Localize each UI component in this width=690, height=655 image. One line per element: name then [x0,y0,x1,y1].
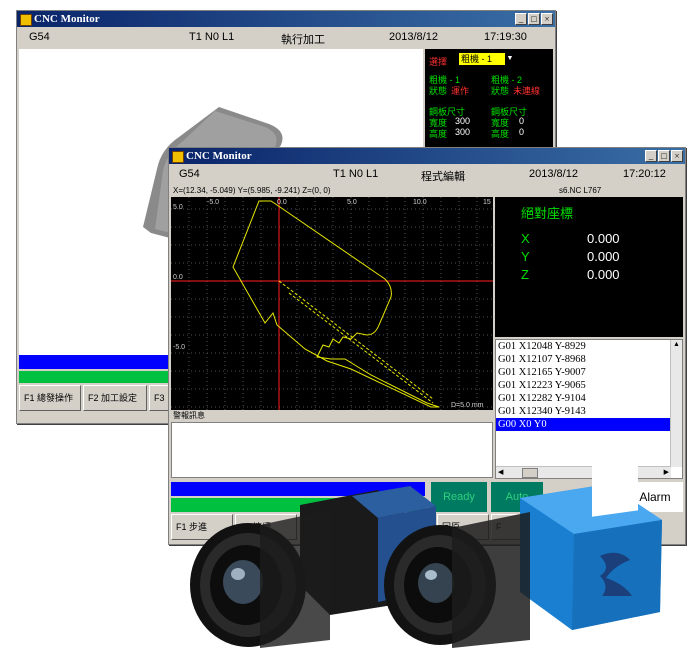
absolute-coords-panel: 絕對座標 X 0.000 Y 0.000 Z 0.000 [495,197,683,337]
x-tick-label: 5.0 [347,199,357,206]
width2-value: 0 [519,116,525,126]
width1-value: 300 [455,116,471,126]
back-fkey-2[interactable]: F2 加工設定 [83,385,147,411]
maximize-button[interactable]: □ [658,150,670,162]
x-axis-value: 0.000 [587,231,620,246]
chevron-down-icon: ▼ [505,53,515,65]
right-camera [384,458,662,648]
maximize-button[interactable]: □ [528,13,540,25]
x-tick-label: -5.0 [207,199,219,206]
front-date: 2013/8/12 [529,168,578,180]
machine1-name: 粗機 - 1 [429,75,461,85]
back-progress-blue [19,355,171,369]
y-tick-label: 5.0 [173,204,183,211]
x-axis-label: X [521,231,530,246]
x-tick-label: 10.0 [413,199,427,206]
ready-text: Ready [443,491,475,503]
ready-indicator: Ready [431,482,487,512]
minimize-button[interactable]: _ [645,150,657,162]
back-window-title: CNC Monitor [34,13,100,25]
y-axis-value: 0.000 [587,249,620,264]
back-coord-system: G54 [29,31,50,43]
coords-heading: 絕對座標 [521,206,574,221]
diameter-note: D=5.0 mm [451,402,484,409]
front-window-title: CNC Monitor [186,150,252,162]
y-tick-label: 0.0 [173,274,183,281]
gcode-line[interactable]: G01 X12048 Y-8929 [498,341,586,352]
app-icon [20,14,32,26]
height2-value: 0 [519,127,525,137]
toolpath-svg: -5.0 0.0 5.0 10.0 15 5.0 0.0 -5.0 D=5.0 … [171,197,493,410]
back-machine-panel: 選擇 粗機 - 1 ▼ 粗機 - 1 粗機 - 2 狀態 運作 狀態 未連線 鋼… [425,49,553,149]
front-tool-info: T1 N0 L1 [333,168,379,180]
message-area [171,422,493,478]
state1-value: 運作 [451,86,470,96]
x-tick-label: 15 [483,199,491,206]
plate2-label: 鋼板尺寸 [491,107,528,117]
y-axis-label: Y [521,249,530,264]
front-time: 17:20:12 [623,168,666,180]
state2-value: 未連線 [513,86,541,96]
position-readout: X=(12.34, -5.049) Y=(5.985, -9.241) Z=(0… [173,186,331,195]
toolpath-dashed-1 [278,280,434,400]
toolpath-plot[interactable]: -5.0 0.0 5.0 10.0 15 5.0 0.0 -5.0 D=5.0 … [171,197,493,410]
gcode-line[interactable]: G01 X12340 Y-9143 [498,406,586,417]
front-mode: 程式編輯 [421,171,465,183]
select-label: 選擇 [429,57,448,67]
app-icon [172,151,184,163]
height1-label: 高度 [429,129,448,139]
vertical-scrollbar[interactable]: ▲ [670,340,682,467]
message-label-bar: 警報訊息 [171,411,493,421]
front-status-bar: G54 T1 N0 L1 程式編輯 2013/8/12 17:20:12 [171,165,683,185]
back-tool-info: T1 N0 L1 [189,31,235,43]
close-button[interactable]: × [671,150,683,162]
scroll-left-arrow-icon[interactable]: ◀ [498,469,504,476]
gcode-line-selected[interactable]: G00 X0 Y0 [496,418,670,431]
front-progress-blue [171,482,425,496]
z-axis-label: Z [521,267,529,282]
width1-label: 寬度 [429,118,448,128]
message-label: 警報訊息 [173,411,205,420]
state2-label: 狀態 [491,86,510,96]
scroll-thumb[interactable] [522,468,538,478]
tick-labels: -5.0 0.0 5.0 10.0 15 5.0 0.0 -5.0 D=5.0 … [173,199,491,409]
back-fkey-1[interactable]: F1 總發操作 [19,385,81,411]
gcode-line[interactable]: G01 X12223 Y-9065 [498,380,586,391]
close-button[interactable]: × [541,13,553,25]
back-time: 17:19:30 [484,31,527,43]
back-date: 2013/8/12 [389,31,438,43]
scroll-right-arrow-icon[interactable]: ▶ [663,469,669,476]
back-title-bar[interactable]: CNC Monitor _ □ × [17,11,555,27]
gcode-line[interactable]: G01 X12165 Y-9007 [498,367,586,378]
machine-select[interactable]: 粗機 - 1 ▼ [459,53,515,65]
height1-value: 300 [455,127,471,137]
toolpath-dashed-2 [288,292,434,404]
plate1-label: 鋼板尺寸 [429,107,466,117]
machine2-name: 粗機 - 2 [491,75,523,85]
camera-logo-plate [592,458,638,517]
z-axis-value: 0.000 [587,267,620,282]
gcode-line[interactable]: G01 X12107 Y-8968 [498,354,586,365]
front-coord-system: G54 [179,168,200,180]
gcode-lines: G01 X12048 Y-8929 G01 X12107 Y-8968 G01 … [496,340,670,431]
minimize-button[interactable]: _ [515,13,527,25]
position-readout-bar: X=(12.34, -5.049) Y=(5.985, -9.241) Z=(0… [171,185,683,196]
y-tick-label: -5.0 [173,344,185,351]
height2-label: 高度 [491,129,510,139]
scroll-up-arrow-icon[interactable]: ▲ [673,341,680,348]
back-status-bar: G54 T1 N0 L1 執行加工 2013/8/12 17:19:30 [19,28,553,48]
width2-label: 寬度 [491,118,510,128]
back-mode: 執行加工 [281,34,325,46]
x-tick-label: 0.0 [277,199,287,206]
back-progress-green [19,371,171,383]
state1-label: 狀態 [429,86,448,96]
front-title-bar[interactable]: CNC Monitor _ □ × [169,148,685,164]
machine-select-value: 粗機 - 1 [461,54,493,64]
file-label: s6.NC L767 [559,186,602,195]
camera-logo-icon [600,552,632,596]
gcode-line[interactable]: G01 X12282 Y-9104 [498,393,586,404]
toolpath-outline [232,200,440,408]
alarm-text: Alarm [639,490,671,504]
